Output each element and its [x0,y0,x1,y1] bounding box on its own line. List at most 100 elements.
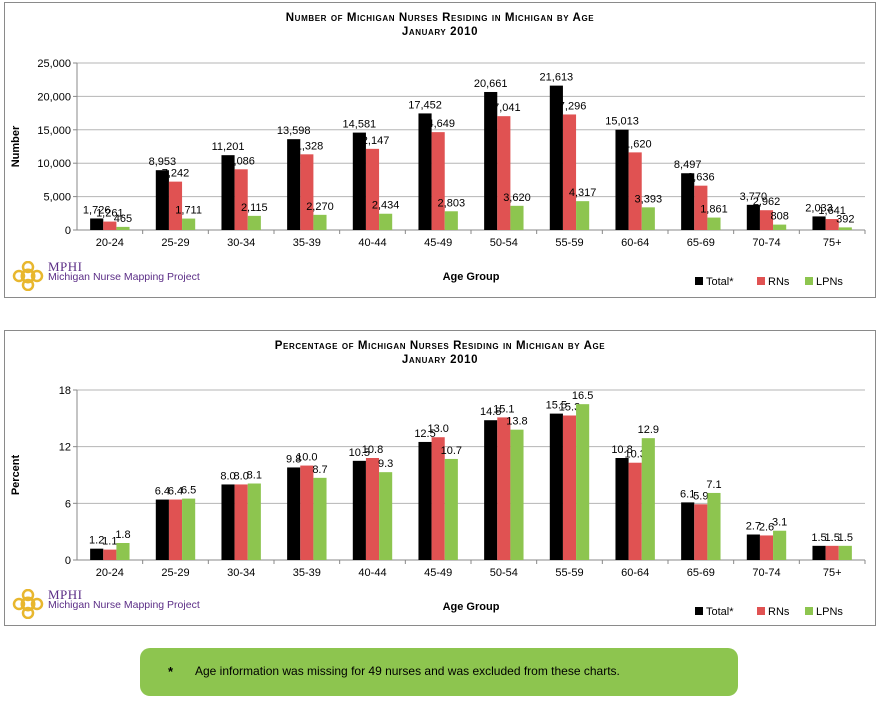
chart2-data-label: 8.0 [220,470,235,482]
chart2-bar [549,413,563,560]
chart2-data-label: 7.1 [706,479,721,491]
chart2-legend-label: RNs [768,606,790,618]
chart1-bar [562,114,577,230]
chart2-bar [444,458,458,560]
chart1-data-label: 9,086 [227,155,255,167]
chart1-data-label: 1,861 [700,204,728,216]
chart2-bar [615,458,629,560]
footnote-text: Age information was missing for 49 nurse… [195,664,620,678]
chart1-data-label: 465 [114,213,132,225]
chart1-bar [418,113,432,230]
chart2-bar [287,467,301,560]
chart1-bar [155,170,169,230]
chart2-bar [694,504,708,560]
chart1-bar [103,221,117,230]
chart1-data-label: 2,803 [438,197,466,209]
chart1-bar [759,210,774,230]
chart1-bar [116,226,130,230]
chart1-category-label: 30-34 [227,237,255,249]
chart2-bar [431,437,445,560]
chart2-bar [116,543,130,560]
chart2-bar [103,549,117,560]
chart2-data-label: 8.0 [234,470,249,482]
chart2-data-label: 1.8 [115,529,130,541]
chart1-ytick-label: 10,000 [37,158,71,170]
chart2-data-label: 13.0 [427,423,448,435]
chart2-bar [365,458,380,560]
percent-chart: 06121820-241.21.11.825-296.46.46.530-348… [10,385,866,618]
chart2-data-label: 10.0 [296,452,317,464]
chart2-category-label: 20-24 [96,567,124,579]
chart1-data-label: 20,661 [474,78,508,90]
chart1-category-label: 70-74 [752,237,780,249]
chart2-data-label: 12.5 [414,428,435,440]
chart2-legend-swatch [757,607,765,615]
chart1-data-label: 17,041 [487,102,521,114]
chart2-bar [379,472,393,560]
chart1-data-label: 4,317 [569,187,597,199]
chart1-data-label: 1,726 [83,204,111,216]
percent-chart-panel: Percentage of Michigan Nurses Residing i… [4,330,876,626]
chart1-bar [234,169,248,230]
chart2-bar [825,545,839,560]
chart2-data-label: 6.5 [181,485,196,497]
chart2-bar [812,545,826,560]
chart2-category-label: 45-49 [424,567,452,579]
chart2-bar [497,417,511,560]
chart2-data-label: 9.8 [286,453,301,465]
chart2-category-label: 60-64 [621,567,649,579]
chart2-data-label: 6.4 [168,486,183,498]
chart2-bar [484,420,498,560]
chart2-data-label: 10.3 [624,449,645,461]
chart1-data-label: 392 [836,213,854,225]
chart2-data-label: 1.5 [825,532,840,544]
chart1-data-label: 17,452 [408,99,442,111]
chart1-data-label: 2,270 [306,201,334,213]
chart2-category-label: 40-44 [358,567,386,579]
chart1-data-label: 2,033 [805,202,833,214]
chart1-bar [615,129,629,230]
chart1-bar [221,155,235,230]
chart1-category-label: 45-49 [424,237,452,249]
chart1-bar [694,185,708,230]
number-chart-panel: Number of Michigan Nurses Residing in Mi… [4,2,876,298]
chart1-bar [168,181,183,230]
chart2-bar [641,438,655,560]
chart2-data-label: 5.9 [693,490,708,502]
chart1-bar [365,148,380,230]
chart1-bar [681,173,695,230]
chart2-data-label: 8.7 [312,464,327,476]
chart1-bar [746,204,760,230]
mphi-brand: MPHI [48,259,83,274]
chart1-ytick-label: 0 [65,225,71,237]
footnote-box: * Age information was missing for 49 nur… [140,648,738,696]
chart1-data-label: 2,962 [753,196,781,208]
chart1-bar [287,139,301,230]
chart2-data-label: 1.5 [811,532,826,544]
chart1-ytick-label: 5,000 [43,192,71,204]
chart2-legend-label: Total* [706,606,734,618]
chart1-category-label: 75+ [823,237,842,249]
chart1-category-label: 50-54 [490,237,518,249]
chart2-category-label: 55-59 [555,567,583,579]
chart2-category-label: 35-39 [293,567,321,579]
chart1-data-label: 8,953 [149,156,177,168]
chart2-data-label: 16.5 [572,390,593,402]
chart1-bar [313,214,327,230]
chart2-bar [576,404,590,560]
chart2-bar [773,530,787,560]
chart1-data-label: 1,711 [175,205,202,217]
chart1-category-label: 60-64 [621,237,649,249]
chart2-bar [562,415,577,560]
chart1-bar [444,211,458,230]
chart2-bar [681,502,695,560]
chart1-data-label: 1,641 [818,205,846,217]
chart2-legend-swatch [805,607,813,615]
chart1-legend-label: Total* [706,276,734,288]
chart2-data-label: 10.8 [362,444,383,456]
chart1-data-label: 12,147 [356,135,390,147]
chart1-data-label: 808 [770,211,788,223]
chart2-data-label: 1.2 [89,535,104,547]
chart2-bar [707,492,721,560]
chart2-data-label: 10.7 [441,445,462,457]
